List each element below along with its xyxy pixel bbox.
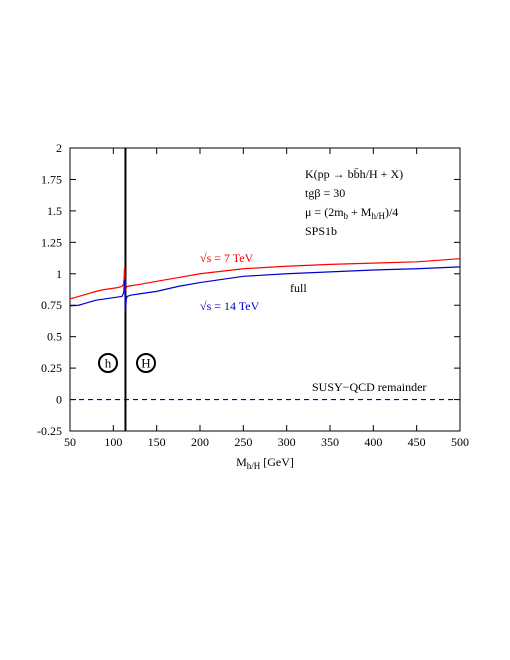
y-tick-label: 0.5 [47,330,62,344]
y-tick-label: 1.25 [41,235,62,249]
scale-label: μ = (2mb + Mh/H)/4 [305,205,398,221]
tanbeta-label: tgβ = 30 [305,186,345,200]
h-marker: h [98,353,118,373]
x-tick-label: 200 [191,435,209,449]
blue-curve-label: √s = 14 TeV [200,299,260,313]
plot-frame [69,147,461,432]
x-tick-label: 250 [234,435,252,449]
x-tick-label: 50 [64,435,76,449]
y-tick-label: 1.75 [41,172,62,186]
y-tick-label: 1 [56,267,62,281]
red-curve-label: √s = 7 TeV [200,251,254,265]
y-tick-label: 2 [56,141,62,155]
series-7tev-line [69,258,461,300]
y-tick-label: 0.75 [41,298,62,312]
x-tick-label: 500 [451,435,469,449]
x-tick-label: 400 [364,435,382,449]
y-tick-label: -0.25 [37,424,62,438]
x-tick-label: 150 [148,435,166,449]
y-tick-label: 1.5 [47,204,62,218]
x-tick-label: 300 [278,435,296,449]
svg-text:h: h [105,356,112,371]
svg-text:H: H [141,356,150,371]
process-label: K(pp → bb̄h/H + X) [305,167,403,181]
y-tick-label: 0.25 [41,361,62,375]
x-tick-label: 100 [104,435,122,449]
scenario-label: SPS1b [305,224,337,238]
series-14tev-line [69,266,461,312]
x-tick-label: 450 [408,435,426,449]
axes-layer [69,147,461,432]
series-layer [69,148,461,431]
remainder-label: SUSY−QCD remainder [312,380,426,394]
full-label: full [290,281,307,295]
x-tick-label: 350 [321,435,339,449]
x-axis-title: Mh/H [GeV] [236,455,294,471]
H-marker: H [136,353,156,373]
y-tick-label: 0 [56,393,62,407]
